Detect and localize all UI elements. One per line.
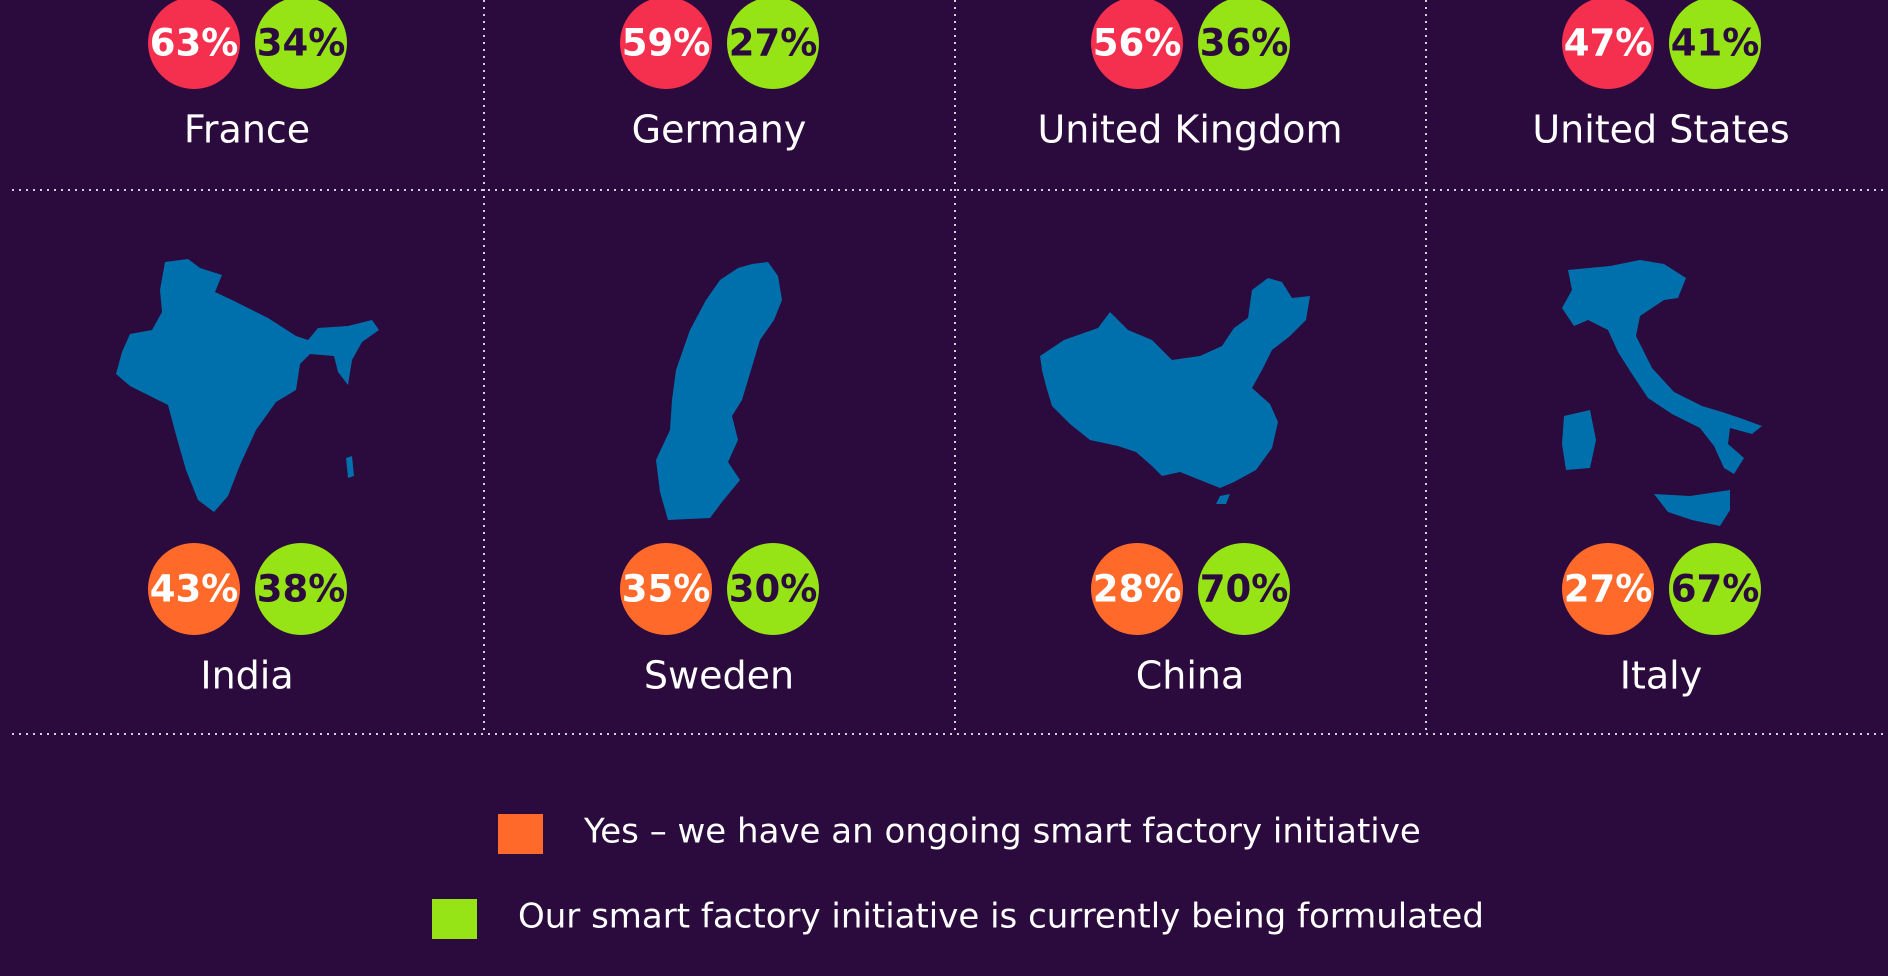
legend-swatch <box>432 899 477 939</box>
country-cell: 47% 41% United States <box>1532 0 1790 152</box>
country-cells: 63% 34% France 59% 27% Germany 56% 36% United Ki… <box>148 0 1790 698</box>
country-name: Italy <box>1620 654 1702 698</box>
yes-value: 59% <box>622 22 711 65</box>
legend-label: Our smart factory initiative is currentl… <box>518 897 1484 937</box>
map-sweden <box>656 262 782 520</box>
country-name: United States <box>1532 108 1789 152</box>
dividers <box>12 0 1888 735</box>
yes-bubble <box>1562 543 1654 635</box>
yes-value: 47% <box>1564 22 1653 65</box>
country-cell: 63% 34% France <box>148 0 347 152</box>
formulating-value: 67% <box>1671 568 1760 611</box>
country-name: India <box>200 654 293 698</box>
formulating-value: 27% <box>729 22 818 65</box>
legend-swatch <box>498 814 543 854</box>
formulating-value: 41% <box>1671 22 1760 65</box>
map-china <box>1040 278 1310 504</box>
yes-value: 63% <box>150 22 239 65</box>
yes-value: 56% <box>1093 22 1182 65</box>
country-name: Sweden <box>644 654 794 698</box>
formulating-bubble <box>1669 543 1761 635</box>
formulating-bubble <box>1198 0 1290 89</box>
country-cell: 28% 70% China <box>1091 543 1290 698</box>
yes-bubble <box>148 0 240 89</box>
map-italy <box>1562 260 1762 526</box>
legend: Yes – we have an ongoing smart factory i… <box>432 812 1484 939</box>
yes-value: 43% <box>150 568 239 611</box>
yes-bubble <box>148 543 240 635</box>
formulating-value: 70% <box>1200 568 1289 611</box>
yes-bubble <box>1562 0 1654 89</box>
formulating-value: 36% <box>1200 22 1289 65</box>
formulating-bubble <box>255 543 347 635</box>
country-cell: 27% 67% Italy <box>1562 543 1761 698</box>
yes-value: 35% <box>622 568 711 611</box>
formulating-value: 34% <box>257 22 346 65</box>
country-cell: 56% 36% United Kingdom <box>1037 0 1343 152</box>
country-name: France <box>184 108 310 152</box>
yes-value: 28% <box>1093 568 1182 611</box>
formulating-bubble <box>727 0 819 89</box>
yes-bubble <box>1091 0 1183 89</box>
country-cell: 59% 27% Germany <box>620 0 819 152</box>
legend-label: Yes – we have an ongoing smart factory i… <box>583 812 1421 852</box>
yes-bubble <box>1091 543 1183 635</box>
formulating-bubble <box>1669 0 1761 89</box>
formulating-value: 30% <box>729 568 818 611</box>
country-name: China <box>1136 654 1245 698</box>
map-india <box>116 259 379 512</box>
country-name: Germany <box>632 108 807 152</box>
country-name: United Kingdom <box>1037 108 1342 152</box>
formulating-bubble <box>255 0 347 89</box>
formulating-value: 38% <box>257 568 346 611</box>
formulating-bubble <box>727 543 819 635</box>
yes-bubble <box>620 0 712 89</box>
formulating-bubble <box>1198 543 1290 635</box>
country-cell: 35% 30% Sweden <box>620 543 819 698</box>
yes-bubble <box>620 543 712 635</box>
country-cell: 43% 38% India <box>148 543 347 698</box>
maps <box>116 259 1762 526</box>
yes-value: 27% <box>1564 568 1653 611</box>
